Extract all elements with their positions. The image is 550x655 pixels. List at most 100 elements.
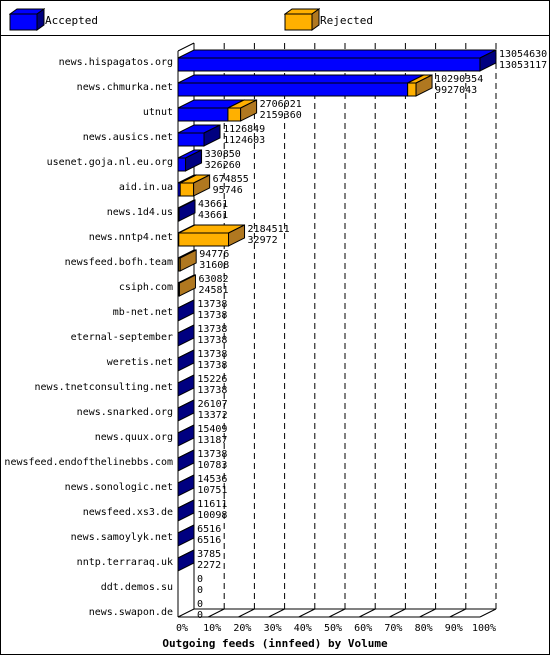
category-label: news.samoylyk.net bbox=[71, 532, 173, 543]
offered-value-label: 0 bbox=[197, 574, 203, 585]
legend-rejected: Rejected bbox=[284, 8, 424, 32]
floor-tick bbox=[238, 608, 255, 618]
x-tick-label: 90% bbox=[445, 623, 463, 634]
accepted-bar-side bbox=[177, 324, 195, 347]
accepted-value-label: 10751 bbox=[197, 485, 227, 496]
accepted-bar-side bbox=[479, 49, 497, 72]
accepted-value-label: 2272 bbox=[197, 560, 221, 571]
accepted-value-label: 31608 bbox=[199, 260, 229, 271]
offered-value-label: 13738 bbox=[197, 449, 227, 460]
x-tick-label: 40% bbox=[294, 623, 312, 634]
offered-value-label: 13738 bbox=[197, 349, 227, 360]
offered-value-label: 6516 bbox=[197, 524, 221, 535]
category-label: nntp.terraraq.uk bbox=[77, 557, 173, 568]
floor-tick bbox=[389, 608, 406, 618]
legend-accepted-swatch bbox=[9, 8, 45, 31]
offered-value-label: 26107 bbox=[198, 399, 228, 410]
floor-tick bbox=[177, 608, 195, 618]
offered-value-label: 330850 bbox=[205, 149, 241, 160]
accepted-bar-side bbox=[177, 424, 195, 447]
offered-value-label: 13738 bbox=[197, 324, 227, 335]
rejected-bar-side bbox=[415, 74, 433, 97]
accepted-value-label: 13738 bbox=[197, 385, 227, 396]
category-label: news.hispagatos.org bbox=[59, 57, 173, 68]
accepted-bar-front bbox=[177, 157, 187, 172]
floor-tick bbox=[328, 608, 346, 618]
accepted-bar-side bbox=[177, 474, 195, 497]
offered-value-label: 94776 bbox=[199, 249, 229, 260]
floor-tick bbox=[449, 608, 467, 618]
offered-value-label: 2706021 bbox=[260, 99, 302, 110]
offered-value-label: 0 bbox=[197, 599, 203, 610]
category-label: mb-net.net bbox=[113, 307, 173, 318]
accepted-value-label: 0 bbox=[197, 585, 203, 596]
x-tick-label: 10% bbox=[203, 623, 221, 634]
offered-value-label: 15226 bbox=[197, 374, 227, 385]
x-tick-label: 70% bbox=[384, 623, 402, 634]
floor-tick bbox=[358, 608, 376, 618]
accepted-value-label: 13372 bbox=[198, 410, 228, 421]
category-label: news.quux.org bbox=[95, 432, 173, 443]
accepted-bar-side bbox=[185, 149, 203, 172]
accepted-value-label: 10783 bbox=[197, 460, 227, 471]
category-label: usenet.goja.nl.eu.org bbox=[47, 157, 173, 168]
offered-value-label: 10290354 bbox=[435, 74, 483, 85]
x-tick-label: 80% bbox=[415, 623, 433, 634]
rejected-bar-side bbox=[178, 274, 196, 297]
category-label: newsfeed.xs3.de bbox=[83, 507, 173, 518]
x-tick-label: 0% bbox=[176, 623, 188, 634]
accepted-value-label: 10098 bbox=[197, 510, 227, 521]
offered-value-label: 15409 bbox=[197, 424, 227, 435]
legend-accepted: Accepted bbox=[9, 8, 149, 32]
legend-rejected-swatch bbox=[284, 8, 320, 31]
bar-chart: 0% 10% 20% 30% 40% 50% 60% 70% 80% 90% 100% Outgoin… bbox=[4, 42, 547, 650]
offered-value-label: 1126849 bbox=[223, 124, 265, 135]
offered-value-label: 11611 bbox=[197, 499, 227, 510]
category-label: weretis.net bbox=[107, 357, 173, 368]
offered-value-label: 13738 bbox=[197, 299, 227, 310]
accepted-value-label: 1124603 bbox=[223, 135, 265, 146]
category-label: news.tnetconsulting.net bbox=[35, 382, 173, 393]
category-label: utnut bbox=[143, 107, 173, 118]
offered-value-label: 674855 bbox=[213, 174, 249, 185]
accepted-bar-side bbox=[177, 299, 195, 322]
floor-tick bbox=[268, 608, 285, 618]
accepted-bar-side bbox=[178, 199, 196, 222]
accepted-bar-side bbox=[177, 449, 195, 472]
accepted-bar-front bbox=[177, 82, 409, 97]
category-label: aid.in.ua bbox=[119, 182, 173, 193]
accepted-value-label: 9927043 bbox=[435, 85, 477, 96]
category-label: eternal-september bbox=[71, 332, 173, 343]
floor-tick bbox=[207, 608, 225, 618]
legend-divider bbox=[1, 35, 549, 36]
accepted-value-label: 326260 bbox=[205, 160, 241, 171]
rejected-bar-front bbox=[227, 107, 242, 122]
chart-title: Outgoing feeds (innfeed) by Volume bbox=[162, 637, 388, 650]
accepted-value-label: 95746 bbox=[213, 185, 243, 196]
accepted-bar-front bbox=[177, 107, 229, 122]
category-label: news.1d4.us bbox=[107, 207, 173, 218]
accepted-bar-front bbox=[177, 57, 481, 72]
accepted-value-label: 13738 bbox=[197, 310, 227, 321]
offered-value-label: 2184511 bbox=[248, 224, 290, 235]
floor-tick bbox=[479, 608, 497, 618]
category-label: news.ausics.net bbox=[83, 132, 173, 143]
accepted-bar-side bbox=[177, 374, 195, 397]
rejected-bar-front bbox=[179, 182, 195, 197]
accepted-bar-top bbox=[177, 49, 497, 59]
offered-value-label: 43661 bbox=[198, 199, 228, 210]
accepted-value-label: 24581 bbox=[198, 285, 228, 296]
offered-value-label: 63082 bbox=[198, 274, 228, 285]
x-tick-label: 30% bbox=[264, 623, 282, 634]
x-tick-label: 100% bbox=[472, 623, 496, 634]
legend-rejected-label: Rejected bbox=[320, 14, 373, 27]
accepted-value-label: 13187 bbox=[197, 435, 227, 446]
rejected-bar-side bbox=[193, 174, 211, 197]
floor-tick bbox=[298, 608, 316, 618]
accepted-value-label: 13053117 bbox=[499, 60, 547, 71]
rejected-bar-side bbox=[228, 224, 246, 247]
rejected-bar-side bbox=[179, 249, 197, 272]
category-label: news.snarked.org bbox=[77, 407, 173, 418]
rejected-bar-front bbox=[407, 82, 417, 97]
